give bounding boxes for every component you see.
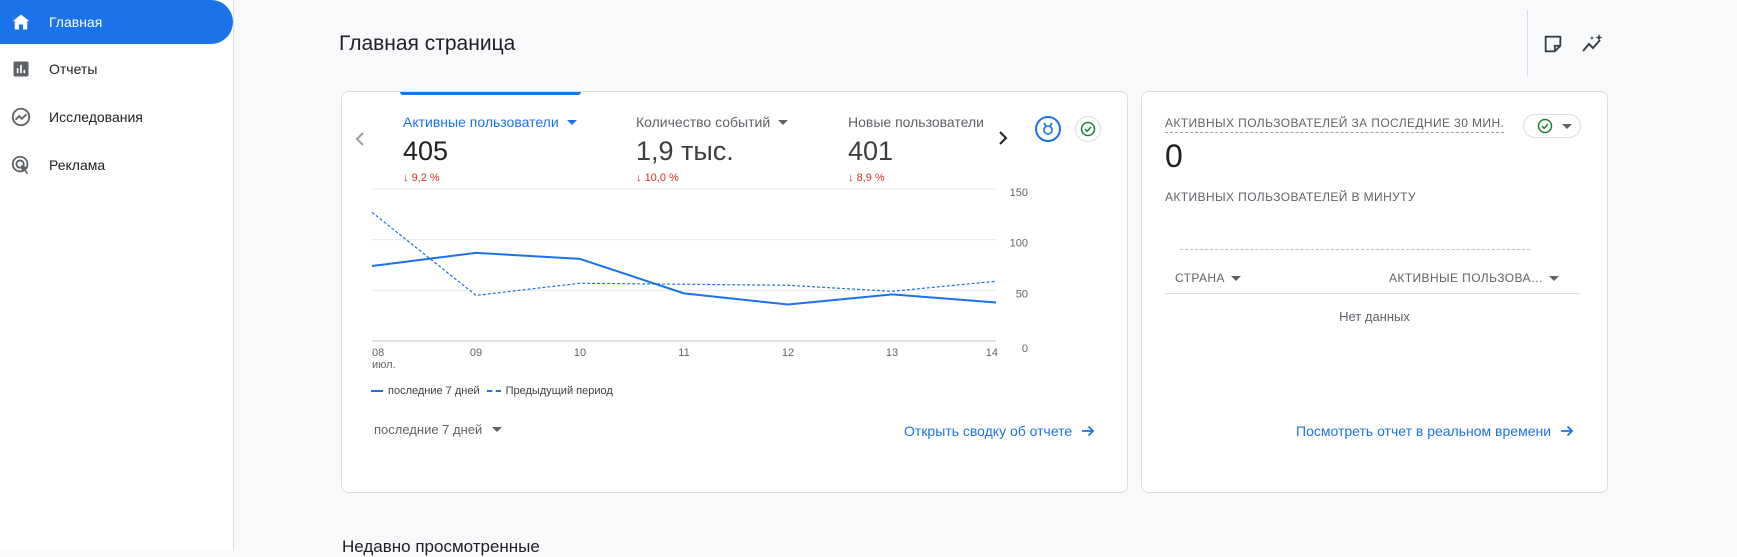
sidebar-item-home[interactable]: Главная — [0, 0, 233, 44]
x-tick-label: 12 — [782, 347, 794, 359]
x-tick-label: 11 — [678, 347, 689, 359]
date-range-label: последние 7 дней — [374, 422, 483, 437]
metric-value: 405 — [403, 136, 449, 166]
legend-swatch-previous — [486, 390, 501, 392]
metric-delta: 8,9 % — [856, 172, 885, 184]
note-icon[interactable] — [1541, 32, 1565, 56]
chevron-down-icon — [1549, 275, 1560, 281]
x-tick-label: 10 — [574, 347, 586, 359]
column-header-country[interactable]: СТРАНА — [1175, 271, 1241, 285]
legend-current-label: последние 7 дней — [388, 385, 480, 397]
active-tab-indicator — [400, 92, 581, 95]
x-tick-label: 14 — [986, 347, 998, 359]
y-tick-label: 100 — [1010, 238, 1028, 250]
column-header-label: АКТИВНЫЕ ПОЛЬЗОВА… — [1389, 271, 1544, 285]
chevron-right-icon[interactable] — [993, 128, 1013, 148]
legend-swatch-current — [371, 390, 383, 392]
chevron-down-icon — [492, 427, 503, 432]
sidebar-item-label: Главная — [49, 14, 103, 30]
chevron-down-icon — [1230, 275, 1241, 281]
realtime-card: АКТИВНЫХ ПОЛЬЗОВАТЕЛЕЙ ЗА ПОСЛЕДНИЕ 30 М… — [1141, 91, 1608, 493]
date-range-select[interactable]: последние 7 дней — [374, 422, 503, 437]
check-circle-icon[interactable] — [1075, 116, 1101, 142]
metric-name: Новые пользователи — [848, 114, 984, 130]
insights-icon[interactable] — [1581, 32, 1605, 56]
metric-delta: 10,0 % — [644, 172, 679, 184]
y-tick-label: 150 — [1010, 187, 1028, 199]
metric-event-count[interactable]: Количество событий 1,9 тыс. ↓ 10,0 % — [636, 114, 789, 184]
y-tick-label: 0 — [1022, 343, 1028, 355]
x-tick-label: 08 — [372, 347, 384, 359]
table-divider — [1165, 293, 1580, 294]
sidebar: Главная Отчеты Исследования Реклама — [0, 0, 234, 550]
x-tick-label: 09 — [470, 347, 482, 359]
column-header-active-users[interactable]: АКТИВНЫЕ ПОЛЬЗОВА… — [1389, 271, 1560, 285]
metric-delta: 9,2 % — [411, 172, 440, 184]
y-tick-label: 50 — [1016, 288, 1028, 300]
page-title: Главная страница — [339, 32, 516, 55]
realtime-title: АКТИВНЫХ ПОЛЬЗОВАТЕЛЕЙ ЗА ПОСЛЕДНИЕ 30 М… — [1165, 116, 1505, 133]
chevron-down-icon — [566, 119, 577, 125]
arrow-right-icon — [1560, 424, 1574, 438]
sidebar-item-advertising[interactable]: Реклама — [0, 143, 233, 187]
series-line-current — [371, 251, 997, 306]
explore-icon — [10, 106, 32, 128]
sidebar-item-label: Отчеты — [49, 61, 98, 77]
recent-section-title: Недавно просмотренные — [342, 537, 540, 556]
metric-new-users[interactable]: Новые пользователи 401 ↓ 8,9 % — [848, 114, 984, 184]
metric-active-users[interactable]: Активные пользователи 405 ↓ 9,2 % — [403, 114, 577, 184]
column-header-label: СТРАНА — [1175, 271, 1225, 285]
home-icon — [10, 11, 32, 33]
chevron-down-icon — [1562, 123, 1572, 129]
line-chart: 150 100 50 0 08 09 10 11 12 13 14 июл. — [371, 187, 1028, 371]
x-tick-label: 13 — [886, 347, 898, 359]
chevron-down-icon — [778, 119, 789, 125]
open-report-link[interactable]: Открыть сводку об отчете — [904, 423, 1095, 439]
bar-chart-icon — [10, 58, 32, 80]
metric-name: Количество событий — [636, 114, 771, 130]
header-divider — [1527, 10, 1528, 76]
check-circle-icon — [1537, 118, 1553, 134]
chevron-left-icon[interactable] — [350, 129, 370, 149]
sidebar-item-explore[interactable]: Исследования — [0, 95, 233, 139]
metric-value: 1,9 тыс. — [636, 136, 734, 166]
metric-value: 401 — [848, 136, 894, 166]
sidebar-item-reports[interactable]: Отчеты — [0, 47, 233, 91]
arrow-right-icon — [1081, 424, 1095, 438]
advertising-icon — [10, 154, 32, 176]
metric-name: Активные пользователи — [403, 114, 559, 130]
realtime-status-menu[interactable] — [1523, 114, 1581, 138]
x-tick-sublabel: июл. — [372, 359, 396, 371]
realtime-value: 0 — [1165, 138, 1183, 174]
per-minute-baseline — [1180, 249, 1530, 250]
arrow-down-icon: ↓ — [403, 172, 412, 184]
chart-legend: последние 7 дней Предыдущий период — [371, 385, 613, 397]
sidebar-item-label: Реклама — [49, 157, 106, 173]
series-line-previous — [371, 211, 997, 297]
realtime-report-label: Посмотреть отчет в реальном времени — [1296, 423, 1552, 439]
sidebar-item-label: Исследования — [49, 109, 143, 125]
realtime-subtitle: АКТИВНЫХ ПОЛЬЗОВАТЕЛЕЙ В МИНУТУ — [1165, 190, 1416, 204]
arrow-down-icon: ↓ — [848, 172, 857, 184]
realtime-report-link[interactable]: Посмотреть отчет в реальном времени — [1296, 423, 1574, 439]
arrow-down-icon: ↓ — [636, 172, 645, 184]
insights-badge-icon[interactable] — [1035, 116, 1061, 142]
empty-state-text: Нет данных — [1339, 309, 1410, 324]
legend-previous-label: Предыдущий период — [505, 385, 613, 397]
overview-card: Активные пользователи 405 ↓ 9,2 % Количе… — [341, 91, 1128, 493]
open-report-label: Открыть сводку об отчете — [904, 423, 1073, 439]
